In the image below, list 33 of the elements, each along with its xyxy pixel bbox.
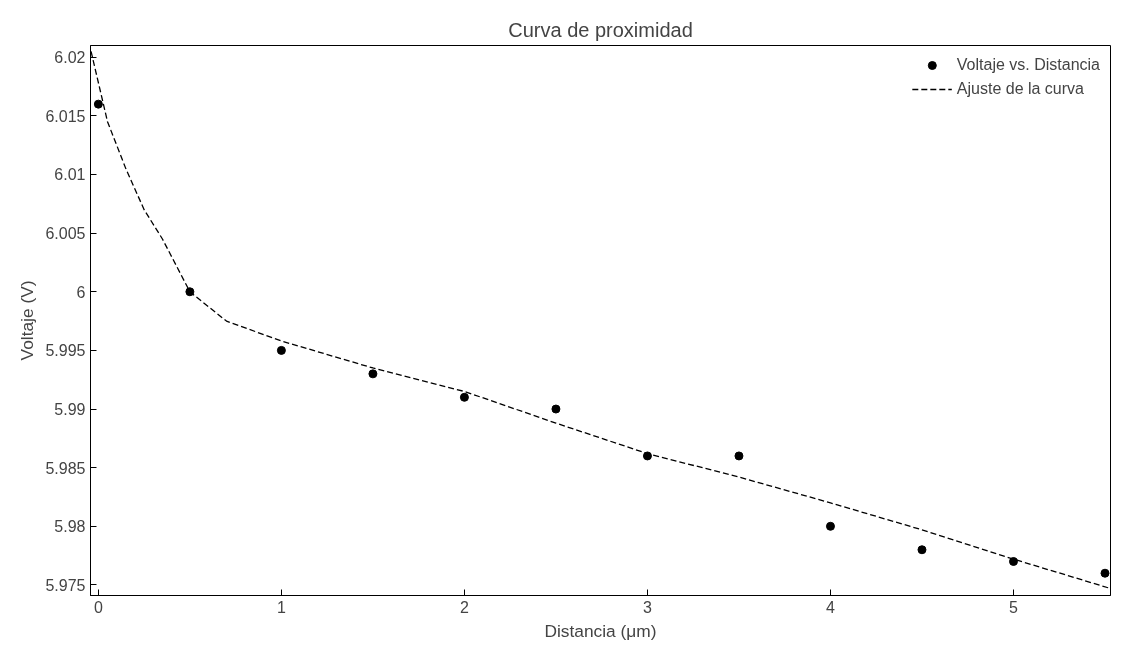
y-tick-label: 5.99 bbox=[54, 401, 86, 419]
y-tick-label: 5.98 bbox=[54, 518, 86, 536]
y-tick-label: 6.01 bbox=[54, 166, 86, 184]
legend-label: Voltaje vs. Distancia bbox=[956, 56, 1100, 74]
y-tick-label: 6.005 bbox=[45, 225, 86, 243]
y-axis-title: Voltaje (V) bbox=[17, 280, 38, 361]
point bbox=[642, 451, 652, 461]
point bbox=[825, 521, 835, 531]
x-tick-label: 5 bbox=[1009, 598, 1019, 616]
x-tick-label: 1 bbox=[276, 598, 286, 616]
x-tick-label: 4 bbox=[826, 598, 836, 616]
point bbox=[368, 369, 378, 379]
point bbox=[276, 345, 286, 355]
y-tick-label: 6 bbox=[76, 283, 86, 301]
y-tick-label: 5.975 bbox=[45, 576, 86, 594]
y-tick-label: 5.995 bbox=[45, 342, 86, 360]
x-axis-title: Distancia (μm) bbox=[544, 620, 657, 641]
x-tick-label: 0 bbox=[93, 598, 103, 616]
point bbox=[1009, 557, 1018, 566]
x-tick-label: 3 bbox=[643, 598, 652, 616]
point bbox=[917, 545, 927, 555]
chart-title: Curva de proximidad bbox=[508, 18, 693, 41]
point bbox=[1100, 568, 1110, 578]
legend-label: Ajuste de la curva bbox=[956, 80, 1084, 98]
point bbox=[551, 404, 561, 414]
point bbox=[185, 287, 195, 297]
x-tick-label: 2 bbox=[459, 598, 469, 616]
point bbox=[459, 392, 469, 402]
y-tick-label: 6.015 bbox=[45, 107, 86, 125]
y-tick-label: 6.02 bbox=[54, 49, 86, 67]
y-tick-label: 5.985 bbox=[45, 459, 86, 477]
point bbox=[734, 451, 744, 461]
point bbox=[93, 99, 103, 109]
